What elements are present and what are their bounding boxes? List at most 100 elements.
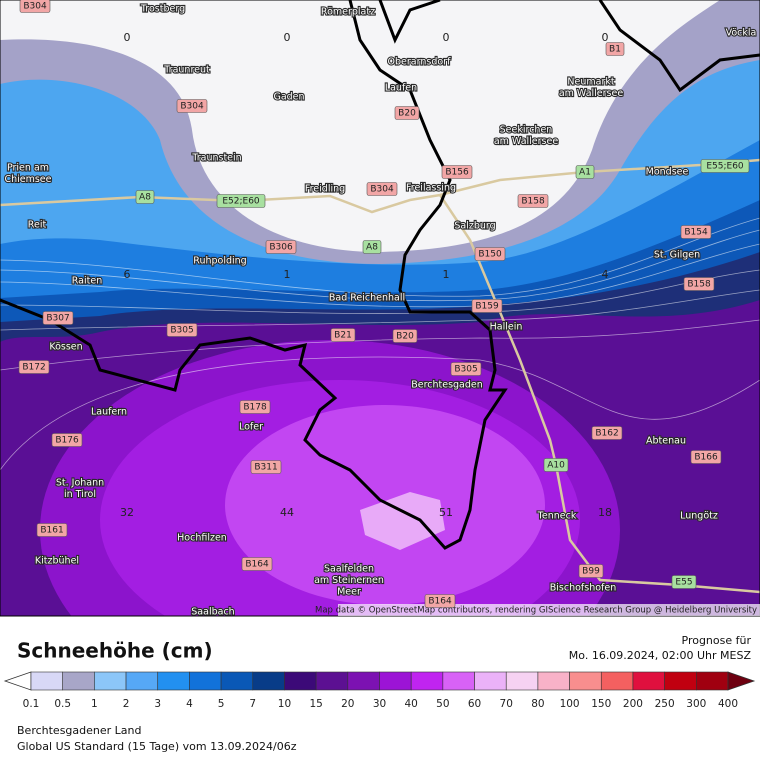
- motorway-shield: A8: [366, 243, 378, 253]
- scale-box: [315, 671, 349, 691]
- road-shield-bg: [471, 299, 503, 313]
- road-shield-bg: [450, 362, 482, 376]
- road-shield: B304: [370, 185, 394, 195]
- motorway-shield: A10: [547, 461, 565, 471]
- place-label: Reit: [28, 220, 47, 231]
- place-label: St. Johann: [56, 478, 104, 489]
- road-shield: B166: [694, 453, 718, 463]
- road-shield-bg: [330, 328, 356, 342]
- place-label: Saalfelden: [324, 564, 374, 575]
- place-label: Salzburg: [454, 221, 495, 232]
- road-shield-bg: [394, 106, 420, 120]
- contour-label: 0: [602, 31, 609, 44]
- scale-label: 40: [404, 698, 417, 710]
- scale-label: 5: [218, 698, 225, 710]
- road-shield-bg: [441, 165, 473, 179]
- region: Berchtesgadener Land: [17, 724, 141, 737]
- scale-label: 250: [655, 698, 675, 710]
- road-shield-bg: [591, 426, 623, 440]
- scale-label: 3: [154, 698, 161, 710]
- road-shield: B307: [46, 314, 69, 324]
- place-label: Seekirchen: [500, 125, 553, 136]
- scale-label: 15: [309, 698, 322, 710]
- road-shield: B159: [475, 302, 499, 312]
- scale-box: [94, 671, 127, 691]
- scale-label: 10: [278, 698, 291, 710]
- scale-label: 70: [500, 698, 513, 710]
- place-label: Hochfilzen: [177, 533, 227, 544]
- road-shield-bg: [239, 400, 271, 414]
- contour-label: 0: [284, 31, 291, 44]
- motorway-shield-bg: [700, 159, 750, 173]
- borders: [0, 0, 760, 550]
- motorway-shield-bg: [671, 575, 697, 589]
- road-shield-bg: [19, 0, 51, 13]
- scale-label: 7: [249, 698, 256, 710]
- scale-arrow-high: [727, 671, 756, 691]
- place-label: Laufen: [385, 83, 417, 94]
- motorway-shield: A1: [579, 168, 591, 178]
- scale-label: 60: [468, 698, 481, 710]
- scale-label: 300: [686, 698, 706, 710]
- scale-box: [474, 671, 507, 691]
- motorway-shield-bg: [543, 458, 569, 472]
- road-shield-bg: [605, 42, 625, 56]
- scale-label: 400: [718, 698, 738, 710]
- road-shield: B150: [478, 250, 502, 260]
- scale-box: [569, 671, 602, 691]
- place-label: Vöckla: [726, 28, 757, 39]
- road-shield: B311: [254, 463, 277, 473]
- place-label: Neumarkt: [567, 77, 614, 88]
- scale-box: [252, 671, 285, 691]
- place-label: Bad Reichenhall: [329, 293, 405, 304]
- road-shield: B156: [445, 168, 469, 178]
- road-shield-bg: [241, 557, 273, 571]
- place-label: Kitzbühel: [35, 556, 79, 567]
- road-shield: B176: [55, 436, 79, 446]
- scale-label: 20: [341, 698, 354, 710]
- scale-box: [284, 671, 317, 691]
- scale-box: [664, 671, 697, 691]
- scale-box: [347, 671, 380, 691]
- scale-label: 100: [560, 698, 580, 710]
- place-label: Chiemsee: [4, 174, 51, 185]
- place-label: Lofer: [239, 422, 263, 433]
- contour-label: 51: [439, 506, 453, 519]
- place-label: Laufern: [91, 407, 127, 418]
- road-shield-bg: [250, 460, 282, 474]
- contour-label: 0: [124, 31, 131, 44]
- scale-arrow-low: [3, 671, 32, 691]
- place-label: Prien am: [7, 163, 49, 174]
- road-shield: B21: [334, 331, 352, 341]
- road-shield-bg: [176, 99, 208, 113]
- scale-label: 2: [123, 698, 130, 710]
- contour-label: 1: [443, 268, 450, 281]
- road-shield: B306: [269, 243, 293, 253]
- road-shield: B305: [454, 365, 477, 375]
- place-label: Römerplatz: [321, 7, 375, 18]
- motorway-shield: E55;E60: [706, 162, 744, 172]
- road-shield: B1: [609, 45, 621, 55]
- road-shield-bg: [18, 360, 50, 374]
- road-shield-bg: [166, 323, 198, 337]
- snow-layer: [360, 492, 445, 550]
- road-shield: B305: [170, 326, 193, 336]
- road-shield: B304: [23, 2, 47, 12]
- forecast-time: Mo. 16.09.2024, 02:00 Uhr MESZ: [569, 649, 752, 662]
- place-label: Lungötz: [680, 511, 718, 522]
- place-label: Mondsee: [646, 167, 689, 178]
- legend-title: Schneehöhe (cm): [17, 639, 213, 663]
- road-shield: B178: [243, 403, 267, 413]
- color-scale: 0.1 0.5 1 2 3 4 5 7 10 15 20 30 40 50 60 70 80 100 150 200 2…: [3, 671, 756, 710]
- scale-box: [220, 671, 254, 691]
- road-shield: B20: [396, 332, 414, 342]
- scale-box: [189, 671, 222, 691]
- place-label: Kössen: [49, 342, 82, 353]
- scale-box: [125, 671, 159, 691]
- place-label: Meer: [337, 587, 361, 598]
- model-run: Global US Standard (15 Tage) vom 13.09.2…: [17, 740, 297, 753]
- scale-box: [379, 671, 412, 691]
- scale-box: [600, 671, 634, 691]
- motorway-shield: E52;E60: [222, 197, 260, 207]
- road-shield: B99: [582, 567, 600, 577]
